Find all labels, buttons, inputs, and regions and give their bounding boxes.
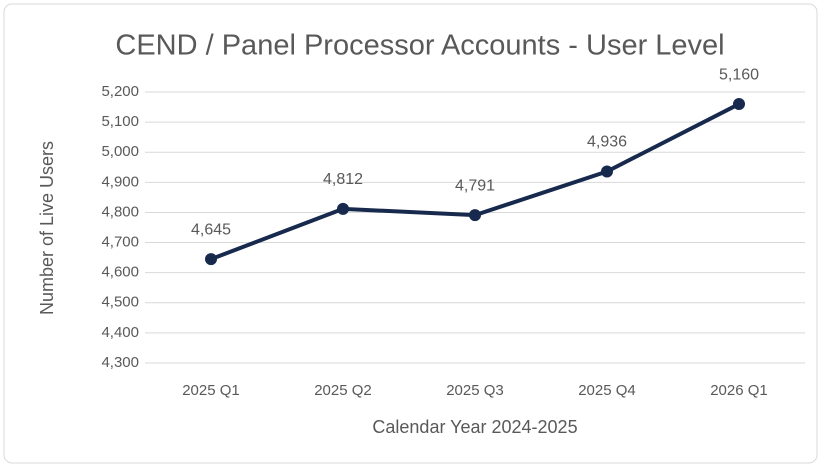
y-tick-label: 4,600 (101, 264, 139, 281)
data-point (601, 165, 613, 178)
y-tick-label: 5,000 (101, 143, 139, 160)
y-tick-label: 5,100 (101, 113, 139, 130)
x-tick-label: 2025 Q2 (314, 382, 372, 399)
data-label: 4,645 (191, 221, 231, 238)
data-label: 4,791 (455, 177, 495, 194)
x-tick-label: 2025 Q4 (578, 382, 636, 399)
y-axis-title: Number of Live Users (37, 141, 57, 315)
data-point (733, 98, 745, 111)
y-tick-label: 4,900 (101, 173, 139, 190)
data-label: 4,936 (587, 134, 627, 151)
y-tick-label: 4,400 (101, 324, 139, 341)
y-tick-label: 4,300 (101, 354, 139, 371)
chart-border (3, 3, 818, 464)
x-tick-label: 2025 Q1 (182, 382, 240, 399)
data-point (205, 253, 217, 266)
chart-title: CEND / Panel Processor Accounts - User L… (115, 30, 724, 62)
data-label: 4,812 (323, 171, 363, 188)
y-tick-label: 4,800 (101, 203, 139, 220)
x-tick-label: 2026 Q1 (710, 382, 768, 399)
x-tick-label: 2025 Q3 (446, 382, 504, 399)
y-tick-label: 4,500 (101, 294, 139, 311)
data-point (469, 209, 481, 222)
data-point (337, 202, 349, 215)
y-tick-label: 4,700 (101, 234, 139, 251)
y-tick-label: 5,200 (101, 83, 139, 100)
x-axis-title: Calendar Year 2024-2025 (372, 417, 577, 437)
data-label: 5,160 (719, 66, 759, 83)
